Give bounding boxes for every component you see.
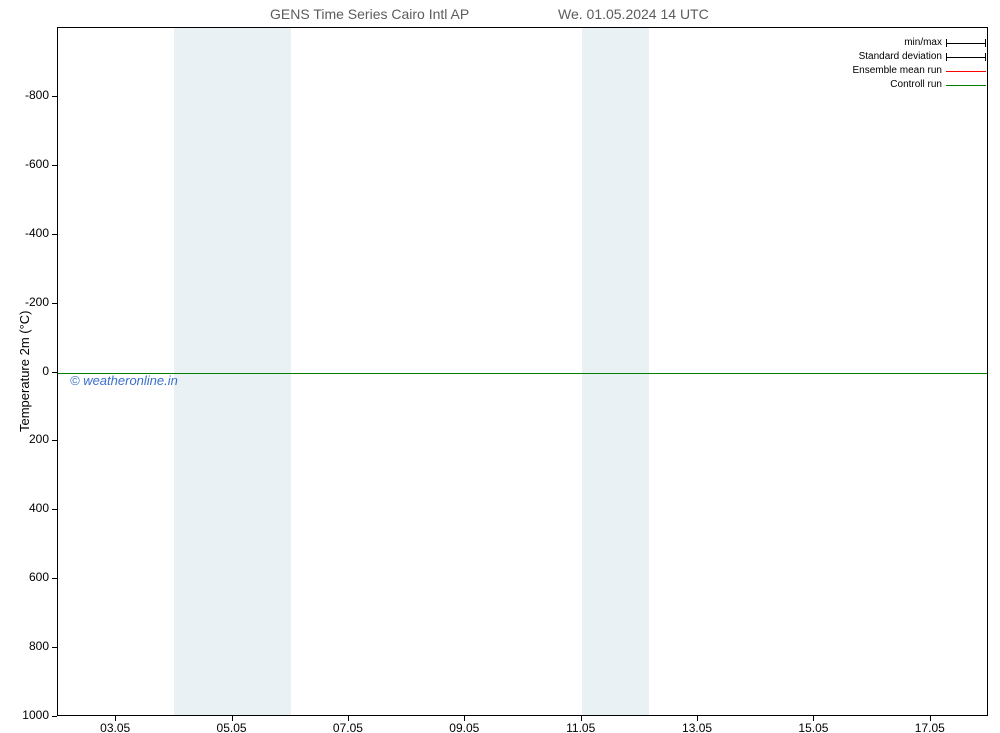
watermark: © weatheronline.in (70, 373, 178, 388)
x-tick-label: 13.05 (682, 721, 712, 733)
legend-swatch (946, 37, 986, 49)
y-tick-label: 1000 (22, 708, 49, 722)
y-tick-mark (52, 509, 57, 510)
x-tick-label: 15.05 (798, 721, 828, 733)
legend-label: min/max (904, 36, 946, 50)
plot-area (57, 27, 988, 716)
y-tick-mark (52, 303, 57, 304)
y-tick-mark (52, 96, 57, 97)
y-tick-mark (52, 716, 57, 717)
x-tick-mark (464, 716, 465, 721)
legend-swatch (946, 65, 986, 77)
shaded-band-1 (582, 28, 649, 715)
x-tick-label: 07.05 (333, 721, 363, 733)
x-tick-label: 03.05 (100, 721, 130, 733)
y-tick-mark (52, 165, 57, 166)
legend-item: Controll run (853, 78, 987, 92)
y-tick-label: -400 (25, 226, 49, 240)
legend-swatch (946, 51, 986, 63)
x-tick-mark (581, 716, 582, 721)
x-tick-mark (115, 716, 116, 721)
y-axis-label: Temperature 2m (°C) (17, 310, 32, 432)
y-tick-label: -600 (25, 157, 49, 171)
legend: min/maxStandard deviationEnsemble mean r… (853, 36, 987, 92)
y-tick-label: 800 (29, 639, 49, 653)
x-tick-label: 11.05 (566, 721, 595, 733)
control-run-line (58, 373, 987, 374)
legend-swatch (946, 79, 986, 91)
y-tick-mark (52, 440, 57, 441)
y-tick-label: 200 (29, 432, 49, 446)
x-tick-label: 17.05 (915, 721, 945, 733)
legend-label: Controll run (890, 78, 946, 92)
x-tick-mark (232, 716, 233, 721)
x-tick-mark (348, 716, 349, 721)
y-tick-label: -800 (25, 88, 49, 102)
chart-title-right: We. 01.05.2024 14 UTC (558, 6, 709, 22)
y-tick-label: -200 (25, 295, 49, 309)
x-tick-mark (813, 716, 814, 721)
chart-container: GENS Time Series Cairo Intl AP We. 01.05… (0, 0, 1000, 733)
legend-item: min/max (853, 36, 987, 50)
legend-label: Standard deviation (859, 50, 946, 64)
y-tick-mark (52, 578, 57, 579)
legend-item: Standard deviation (853, 50, 987, 64)
y-tick-mark (52, 234, 57, 235)
y-tick-mark (52, 372, 57, 373)
legend-item: Ensemble mean run (853, 64, 987, 78)
y-tick-mark (52, 647, 57, 648)
y-tick-label: 600 (29, 570, 49, 584)
x-tick-label: 05.05 (217, 721, 247, 733)
y-tick-label: 0 (42, 364, 49, 378)
shaded-band-0 (174, 28, 290, 715)
x-tick-label: 09.05 (449, 721, 479, 733)
legend-label: Ensemble mean run (853, 64, 947, 78)
y-tick-label: 400 (29, 501, 49, 515)
x-tick-mark (697, 716, 698, 721)
x-tick-mark (930, 716, 931, 721)
chart-title-left: GENS Time Series Cairo Intl AP (270, 6, 469, 22)
